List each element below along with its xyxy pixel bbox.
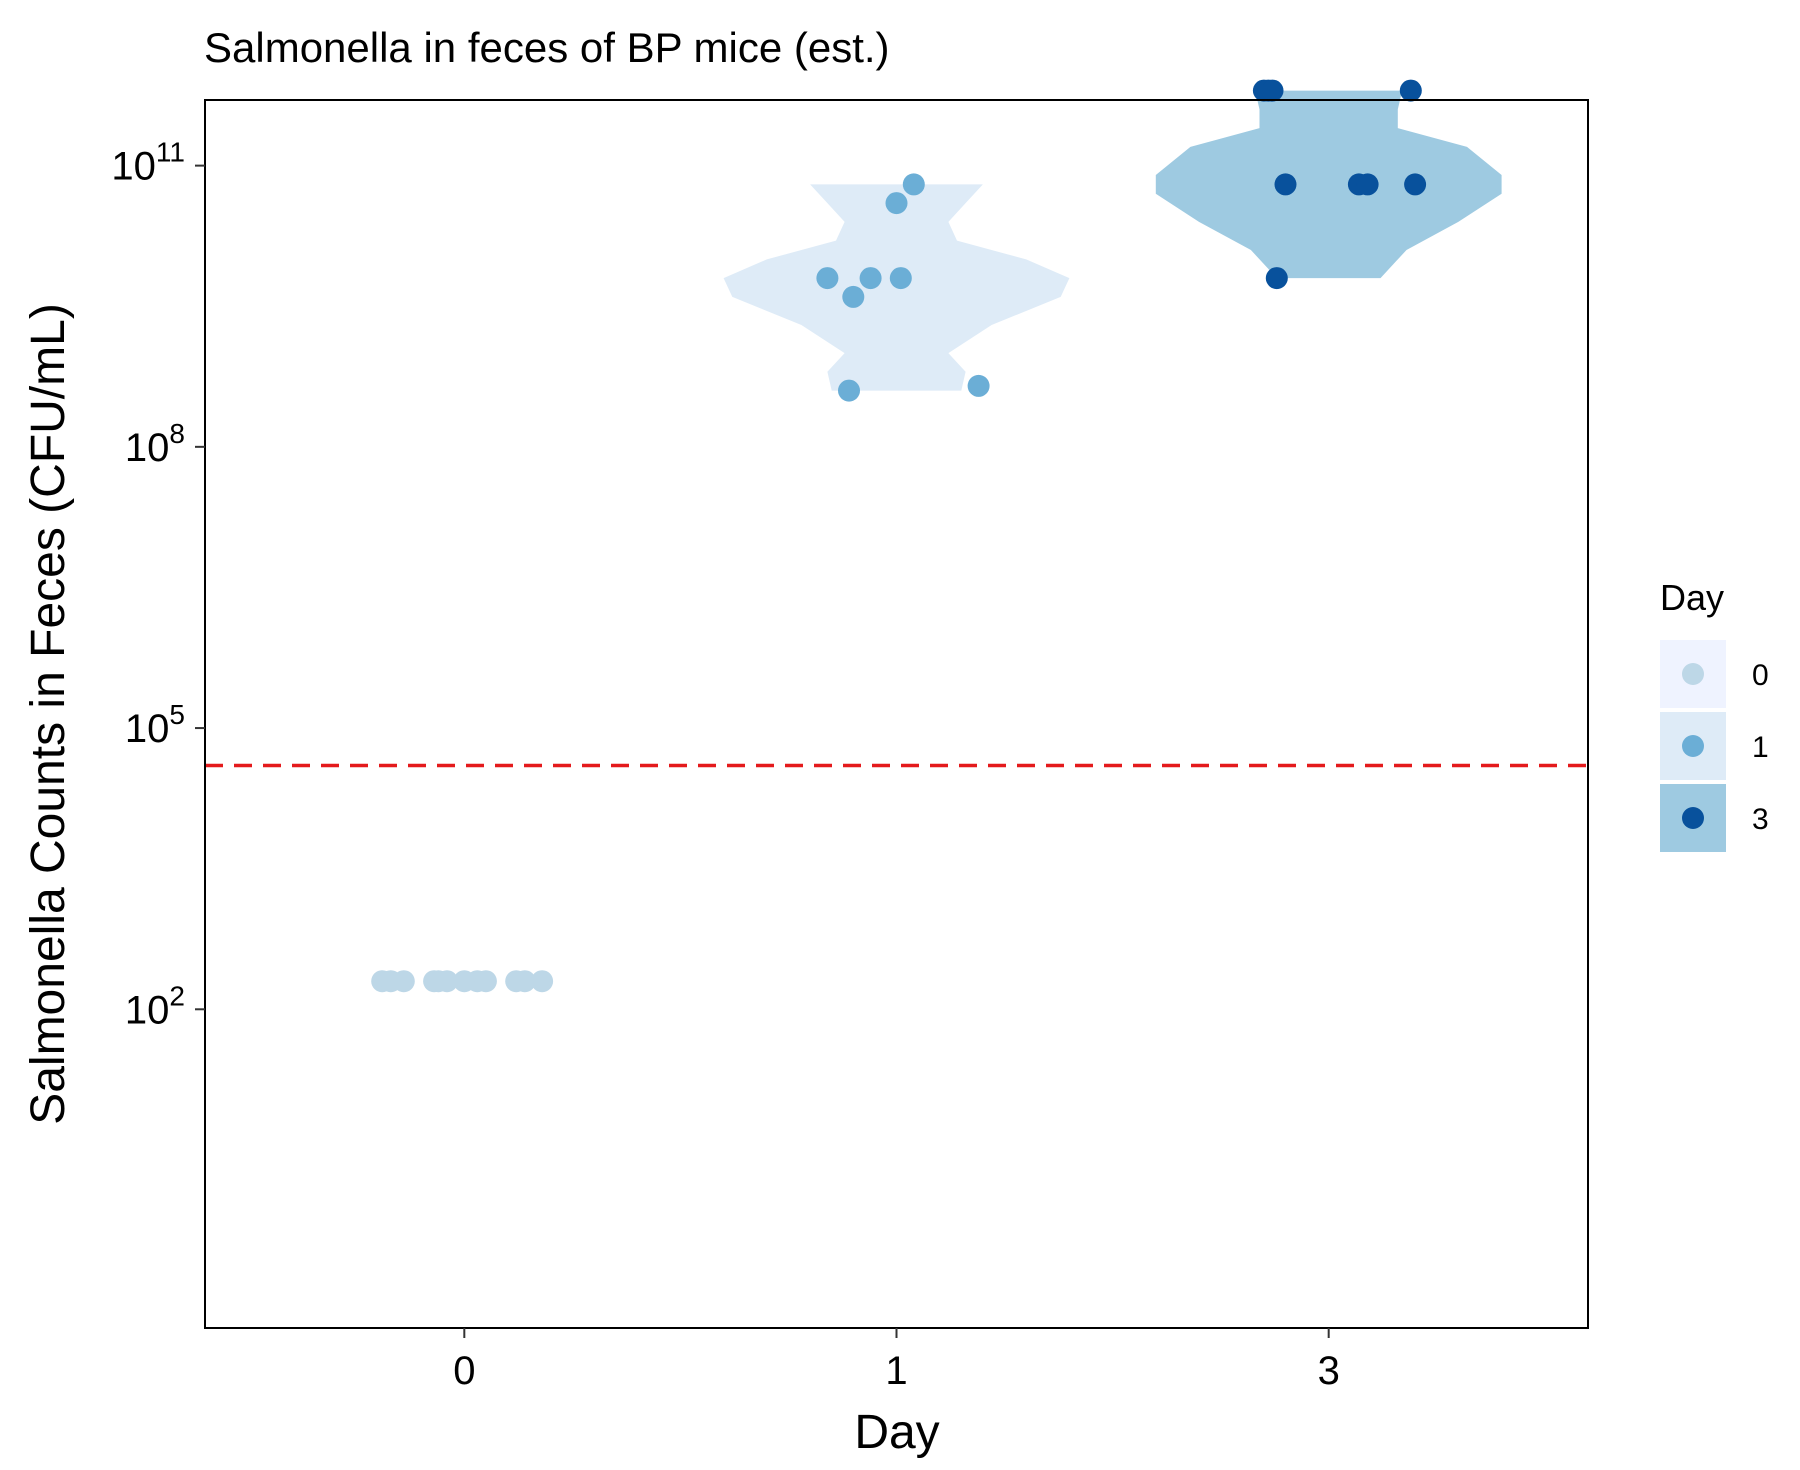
data-point-day-0 [436, 970, 458, 993]
data-point-day-1 [838, 379, 860, 402]
chart-title: Salmonella in feces of BP mice (est.) [204, 24, 890, 71]
data-point-day-3 [1274, 173, 1297, 196]
data-point-day-1 [967, 374, 990, 397]
legend-label-1: 1 [1752, 731, 1769, 764]
y-tick-label: 1011 [111, 137, 185, 189]
data-point-day-3 [1404, 173, 1427, 196]
y-axis-title: Salmonella Counts in Feces (CFU/mL) [22, 303, 75, 1125]
data-point-day-1 [902, 173, 925, 196]
data-point-day-3 [1356, 173, 1379, 196]
data-point-day-1 [859, 267, 882, 290]
data-point-day-1 [889, 267, 912, 290]
y-tick-label: 102 [125, 980, 185, 1032]
x-axis-title: Day [854, 1406, 939, 1459]
data-point-day-1 [842, 285, 865, 308]
x-tick-label: 1 [885, 1349, 907, 1393]
data-point-day-3 [1399, 79, 1422, 102]
legend: Day 0 1 3 [1660, 577, 1769, 852]
legend-point-0 [1682, 663, 1704, 685]
legend-label-0: 0 [1752, 659, 1769, 692]
data-point-day-0 [513, 970, 536, 993]
data-point-day-3 [1261, 79, 1284, 102]
plot-area [204, 79, 1589, 1329]
y-tick-label: 108 [125, 418, 185, 470]
legend-title: Day [1660, 577, 1724, 618]
data-point-day-0 [531, 970, 554, 993]
legend-label-3: 3 [1752, 803, 1769, 836]
x-tick-label: 3 [1318, 1349, 1340, 1393]
data-point-day-0 [474, 970, 497, 993]
data-point-day-0 [392, 970, 415, 993]
data-point-day-3 [1265, 267, 1288, 290]
legend-point-3 [1682, 807, 1704, 829]
y-axis: 102 105 108 1011 [111, 137, 205, 1032]
y-tick-label: 105 [125, 699, 185, 751]
data-point-day-1 [885, 192, 908, 215]
x-axis: 0 1 3 [453, 1328, 1340, 1393]
x-tick-label: 0 [453, 1349, 475, 1393]
point-layer [371, 79, 1427, 993]
data-point-day-1 [816, 267, 839, 290]
legend-point-1 [1682, 735, 1704, 757]
violin-day-3 [1155, 90, 1502, 279]
